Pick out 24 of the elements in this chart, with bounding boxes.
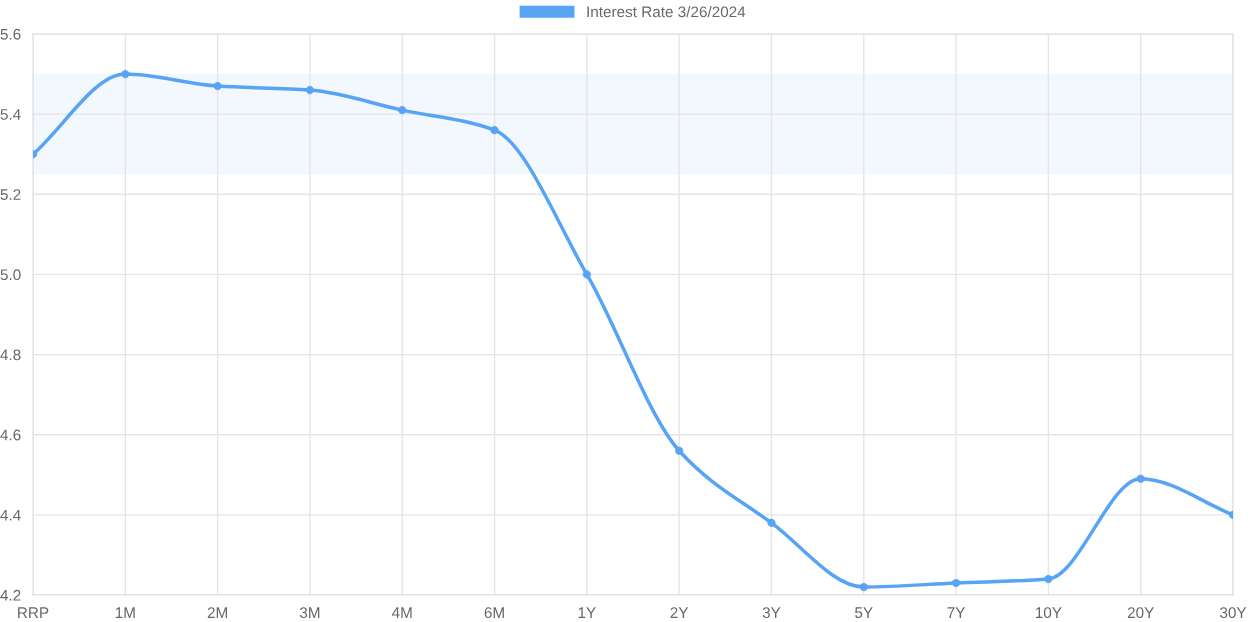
y-tick-label: 4.6 xyxy=(0,429,21,441)
x-tick-label: 1Y xyxy=(578,607,596,618)
x-tick-label: 30Y xyxy=(1219,607,1247,619)
x-tick-label: 10Y xyxy=(1035,607,1062,619)
y-tick-label: 4.4 xyxy=(0,509,21,521)
x-tick-label: 3M xyxy=(299,607,320,619)
y-tick-label: 5.4 xyxy=(0,109,21,120)
y-tick-label: 5.0 xyxy=(0,269,21,281)
y-tick-label: 4.2 xyxy=(0,589,21,601)
y-tick-label: 5.6 xyxy=(0,28,21,40)
x-tick-label: 6M xyxy=(484,607,504,619)
x-tick-label: 20Y xyxy=(1127,607,1154,619)
x-tick-label: 7Y xyxy=(947,607,966,618)
x-tick-label: 2M xyxy=(207,607,227,618)
x-tick-label: 1M xyxy=(115,607,135,618)
x-tick-label: 3Y xyxy=(762,607,781,619)
x-tick-label: RRP xyxy=(18,607,49,618)
x-tick-label: 4M xyxy=(391,607,412,618)
x-tick-label: 5Y xyxy=(855,607,873,619)
x-tick-label: 2Y xyxy=(670,607,689,618)
y-tick-label: 4.8 xyxy=(0,349,21,361)
y-tick-label: 5.2 xyxy=(0,189,21,200)
legend-label: Interest Rate 3/26/2024 xyxy=(587,6,746,18)
point xyxy=(305,85,315,95)
